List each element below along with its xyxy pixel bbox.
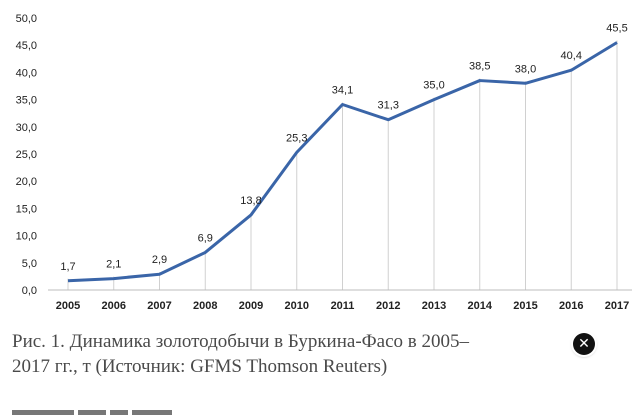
data-label: 1,7: [60, 261, 75, 273]
x-tick-label: 2012: [376, 300, 400, 312]
close-icon[interactable]: ✕: [573, 333, 595, 355]
y-tick-label: 15,0: [16, 203, 37, 215]
data-label: 13,8: [240, 195, 261, 207]
y-tick-label: 35,0: [16, 95, 37, 107]
x-tick-label: 2011: [331, 300, 355, 312]
y-tick-label: 5,0: [22, 258, 37, 270]
data-label: 40,4: [561, 50, 582, 62]
x-tick-label: 2008: [193, 300, 217, 312]
data-label: 35,0: [423, 80, 444, 92]
y-tick-label: 20,0: [16, 176, 37, 188]
data-label: 38,5: [469, 61, 490, 73]
data-label: 31,3: [378, 100, 399, 112]
x-axis-ticks: 2005 2006 2007 2008 2009 2010 2011 2012 2013 2014…: [56, 300, 629, 312]
truncated-text-line: [12, 402, 212, 415]
x-tick-label: 2010: [285, 300, 309, 312]
data-label: 2,1: [106, 259, 121, 271]
y-tick-label: 0,0: [22, 285, 37, 297]
gold-production-chart: 0,0 5,0 10,0 15,0 20,0 25,0 30,0 35,0 40,0 45,0 50…: [16, 13, 632, 312]
y-axis-ticks: 0,0 5,0 10,0 15,0 20,0 25,0 30,0 35,0 40,0 45,0 50…: [16, 13, 37, 297]
y-tick-label: 30,0: [16, 122, 37, 134]
x-tick-label: 2016: [559, 300, 583, 312]
x-tick-label: 2009: [239, 300, 263, 312]
data-label: 38,0: [515, 63, 536, 75]
data-label: 25,3: [286, 132, 307, 144]
data-label: 6,9: [198, 232, 213, 244]
x-tick-label: 2014: [468, 300, 493, 312]
data-labels: 1,7 2,1 2,9 6,9 13,8 25,3 34,1 31,3 35,0 38,5 38,0…: [60, 22, 627, 272]
y-tick-label: 10,0: [16, 231, 37, 243]
x-tick-label: 2005: [56, 300, 80, 312]
x-tick-label: 2013: [422, 300, 446, 312]
y-tick-label: 40,0: [16, 67, 37, 79]
data-label: 45,5: [606, 22, 627, 34]
data-label: 2,9: [152, 254, 167, 266]
y-tick-label: 50,0: [16, 13, 37, 25]
x-tick-label: 2017: [605, 300, 629, 312]
x-tick-label: 2007: [147, 300, 171, 312]
figure-caption: Рис. 1. Динамика золотодобычи в Буркина-…: [12, 331, 470, 377]
y-tick-label: 25,0: [16, 149, 37, 161]
data-label: 34,1: [332, 84, 353, 96]
x-tick-label: 2015: [513, 300, 537, 312]
grid-lines: [48, 40, 632, 291]
series-line: [67, 41, 618, 283]
x-tick-label: 2006: [102, 300, 126, 312]
y-tick-label: 45,0: [16, 40, 37, 52]
